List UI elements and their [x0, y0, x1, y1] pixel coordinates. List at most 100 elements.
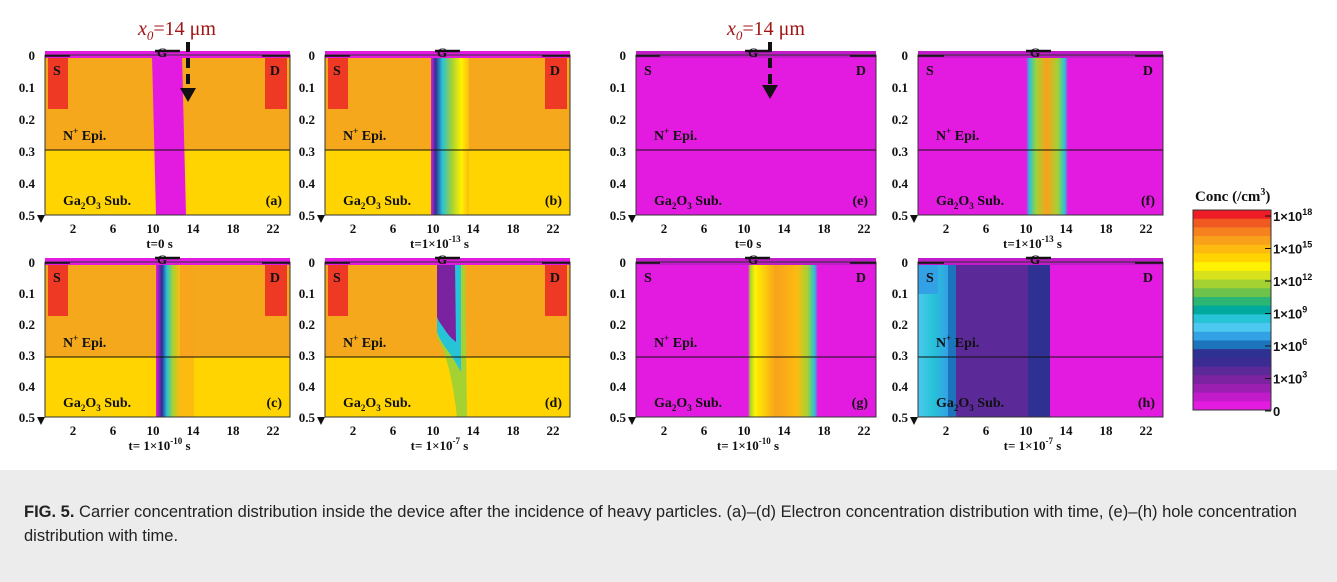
gate-contacts: [155, 49, 1051, 260]
x-tick-label-part: 22: [858, 423, 871, 438]
y-tick-label: 0.4: [19, 176, 36, 191]
colorbar-swatch: [1193, 357, 1271, 368]
substrate-label-part: Sub.: [101, 396, 131, 411]
x-tick-label: 10: [1020, 221, 1033, 236]
gate-label: G: [1030, 252, 1040, 267]
x-tick-label: 2: [350, 423, 357, 438]
colorbar-swatch: [1193, 218, 1271, 228]
y-tick-label-part: 0.1: [19, 80, 35, 95]
epi-label: N+ Epi.: [63, 126, 106, 144]
gate-label: G: [157, 45, 167, 60]
source-label: S: [333, 271, 341, 286]
x-tick-label-part: 18: [507, 423, 521, 438]
time-label-e-part: t=0 s: [735, 236, 762, 251]
x-tick-label-part: 10: [147, 423, 160, 438]
y-tick-label: 0: [29, 255, 36, 270]
colorbar-swatch: [1193, 236, 1271, 246]
y-tick-label-part: 0.2: [892, 112, 908, 127]
x-tick-label: 18: [1100, 423, 1114, 438]
y-tick-label: 0.3: [19, 348, 36, 363]
x-tick-label: 2: [661, 423, 668, 438]
gate-label: G: [748, 252, 758, 267]
substrate-label-part: 2: [81, 201, 86, 211]
x-tick-label-part: 6: [701, 221, 708, 236]
substrate-label-part: O: [85, 396, 96, 411]
x-tick-label: 2: [350, 221, 357, 236]
panel-b: [324, 51, 571, 216]
y-tick-label: 0.3: [610, 144, 627, 159]
substrate-label-part: 2: [954, 201, 959, 211]
y-tick-label-part: 0: [29, 255, 36, 270]
colorbar-swatch: [1193, 262, 1271, 272]
panel-a: [44, 51, 291, 216]
y-tick-label-part: 0.5: [892, 208, 909, 223]
caption-text: Carrier concentration distribution insid…: [24, 503, 1297, 545]
time-label-b-part: -13: [449, 234, 461, 244]
y-tick-label: 0: [29, 48, 36, 63]
panel-f: [917, 51, 1164, 216]
y-tick-label: 0.1: [610, 80, 626, 95]
y-tick-label: 0.2: [299, 112, 315, 127]
x-tick-label-part: 14: [778, 221, 792, 236]
x-tick-label-part: 2: [943, 221, 950, 236]
panel-d: [324, 258, 571, 418]
colorbar-swatch: [1193, 244, 1271, 254]
substrate-label: Ga2O3 Sub.: [936, 194, 1004, 211]
substrate-label-part: 3: [969, 403, 974, 413]
drain-label-part: D: [1143, 271, 1153, 286]
y-tick-label: 0.5: [19, 208, 36, 223]
colorbar-swatch: [1193, 340, 1271, 350]
y-tick-label: 0.4: [299, 176, 316, 191]
colorbar-swatch: [1193, 383, 1271, 394]
y-tick-label-part: 0: [29, 48, 36, 63]
y-tick-label-part: 0.5: [299, 208, 316, 223]
y-tick-label-part: 0.4: [610, 379, 627, 394]
y-tick-label-part: 0.3: [299, 348, 316, 363]
source-label-part: S: [53, 64, 61, 79]
y-tick-label-part: 0.2: [610, 317, 626, 332]
drain-label: D: [1143, 271, 1153, 286]
axis-arrow: [628, 417, 636, 425]
substrate-label-part: Sub.: [692, 194, 722, 209]
y-tick-label: 0: [309, 255, 316, 270]
y-tick-label: 0.2: [610, 317, 626, 332]
x-tick-label: 18: [227, 221, 241, 236]
colorbar-swatch: [1193, 279, 1271, 289]
incidence-arrow-e: [762, 42, 778, 99]
colorbar-swatch: [1193, 401, 1271, 411]
substrate-label-part: O: [676, 396, 687, 411]
ion-track: [1026, 55, 1068, 215]
x-tick-label-part: 22: [1140, 423, 1153, 438]
x-tick-label: 6: [390, 221, 397, 236]
epi-label-part: +: [946, 333, 951, 343]
panel-h: [917, 258, 1164, 418]
substrate-label-part: 3: [687, 403, 692, 413]
y-tick-label: 0.3: [299, 144, 316, 159]
x-tick-label: 2: [70, 423, 77, 438]
y-tick-label-part: 0.4: [892, 176, 909, 191]
substrate-label-part: O: [958, 396, 969, 411]
colorbar-tick-label: 0: [1273, 404, 1280, 419]
panel-label-b-part: (b): [545, 194, 562, 209]
substrate-label-part: O: [365, 396, 376, 411]
substrate-label-part: 2: [361, 403, 366, 413]
epi-label-part: Epi.: [669, 129, 697, 144]
y-tick-label-part: 0.1: [299, 80, 315, 95]
x-tick-label: 14: [467, 221, 481, 236]
time-label-f-part: t=1×10: [1003, 236, 1042, 251]
sd-contact-marks: [45, 55, 1163, 264]
colorbar-tick-label: 1×106: [1273, 337, 1307, 354]
ion-track: [156, 262, 180, 417]
gate-label-part: G: [437, 252, 447, 267]
y-tick-label-part: 0.3: [19, 348, 36, 363]
x-tick-label: 6: [983, 423, 990, 438]
source-label-part: S: [644, 271, 652, 286]
epi-label-part: +: [946, 126, 951, 136]
substrate-label-part: 3: [376, 403, 381, 413]
epi-label: N+ Epi.: [936, 333, 979, 351]
epi-label: N+ Epi.: [654, 333, 697, 351]
source-contact: [48, 57, 68, 109]
panel-label-c: (c): [266, 396, 282, 411]
epi-label-part: Epi.: [358, 129, 386, 144]
colorbar-swatch: [1193, 366, 1271, 376]
